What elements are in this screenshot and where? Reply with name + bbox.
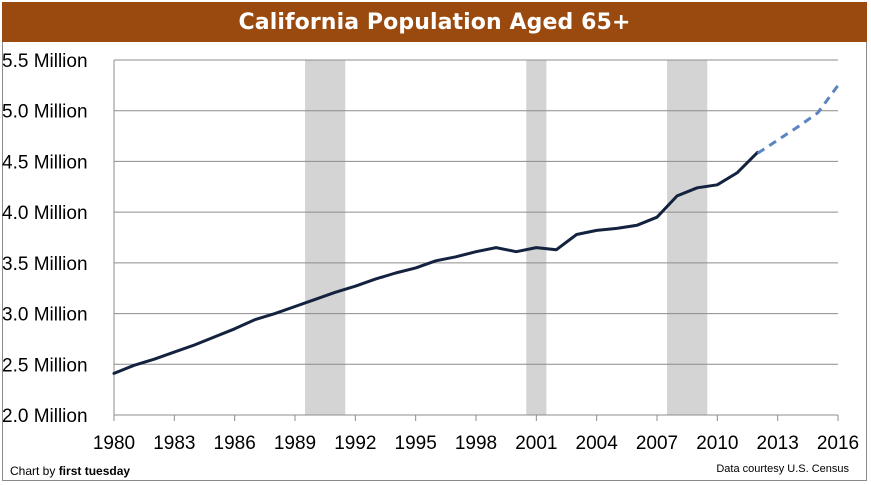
x-tick-label: 2004 xyxy=(576,433,619,454)
x-tick-label: 2010 xyxy=(696,433,738,454)
population-line xyxy=(112,150,760,375)
recession-band xyxy=(667,60,708,415)
x-tick-label: 1998 xyxy=(455,433,497,454)
x-tick-label: 1995 xyxy=(395,433,437,454)
x-tick-label: 1983 xyxy=(153,433,195,454)
chart-title: California Population Aged 65+ xyxy=(2,2,867,42)
chart-credit: Chart by first tuesday xyxy=(10,464,130,478)
x-tick-label: 1989 xyxy=(274,433,316,454)
credit-brand: first tuesday xyxy=(58,464,131,478)
data-source: Data courtesy U.S. Census xyxy=(716,463,849,475)
x-tick-label: 2016 xyxy=(817,433,859,454)
y-tick-label: 3.0 Million xyxy=(2,305,88,326)
recession-band xyxy=(526,60,547,415)
x-tick-label: 1986 xyxy=(214,433,256,454)
y-tick-label: 2.0 Million xyxy=(2,406,88,427)
y-tick-label: 5.5 Million xyxy=(2,51,88,72)
recession-band xyxy=(305,60,346,415)
x-tick-label: 2013 xyxy=(757,433,799,454)
projection-line xyxy=(756,84,840,155)
y-tick-label: 4.5 Million xyxy=(2,152,88,173)
y-tick-label: 4.0 Million xyxy=(2,203,88,224)
credit-prefix: Chart by xyxy=(10,464,59,478)
y-tick-label: 5.0 Million xyxy=(2,102,88,123)
x-tick-label: 1992 xyxy=(334,433,376,454)
x-tick-label: 1980 xyxy=(93,433,135,454)
x-tick-label: 2001 xyxy=(515,433,557,454)
y-tick-label: 3.5 Million xyxy=(2,254,88,275)
y-tick-label: 2.5 Million xyxy=(2,355,88,376)
x-tick-label: 2007 xyxy=(636,433,678,454)
